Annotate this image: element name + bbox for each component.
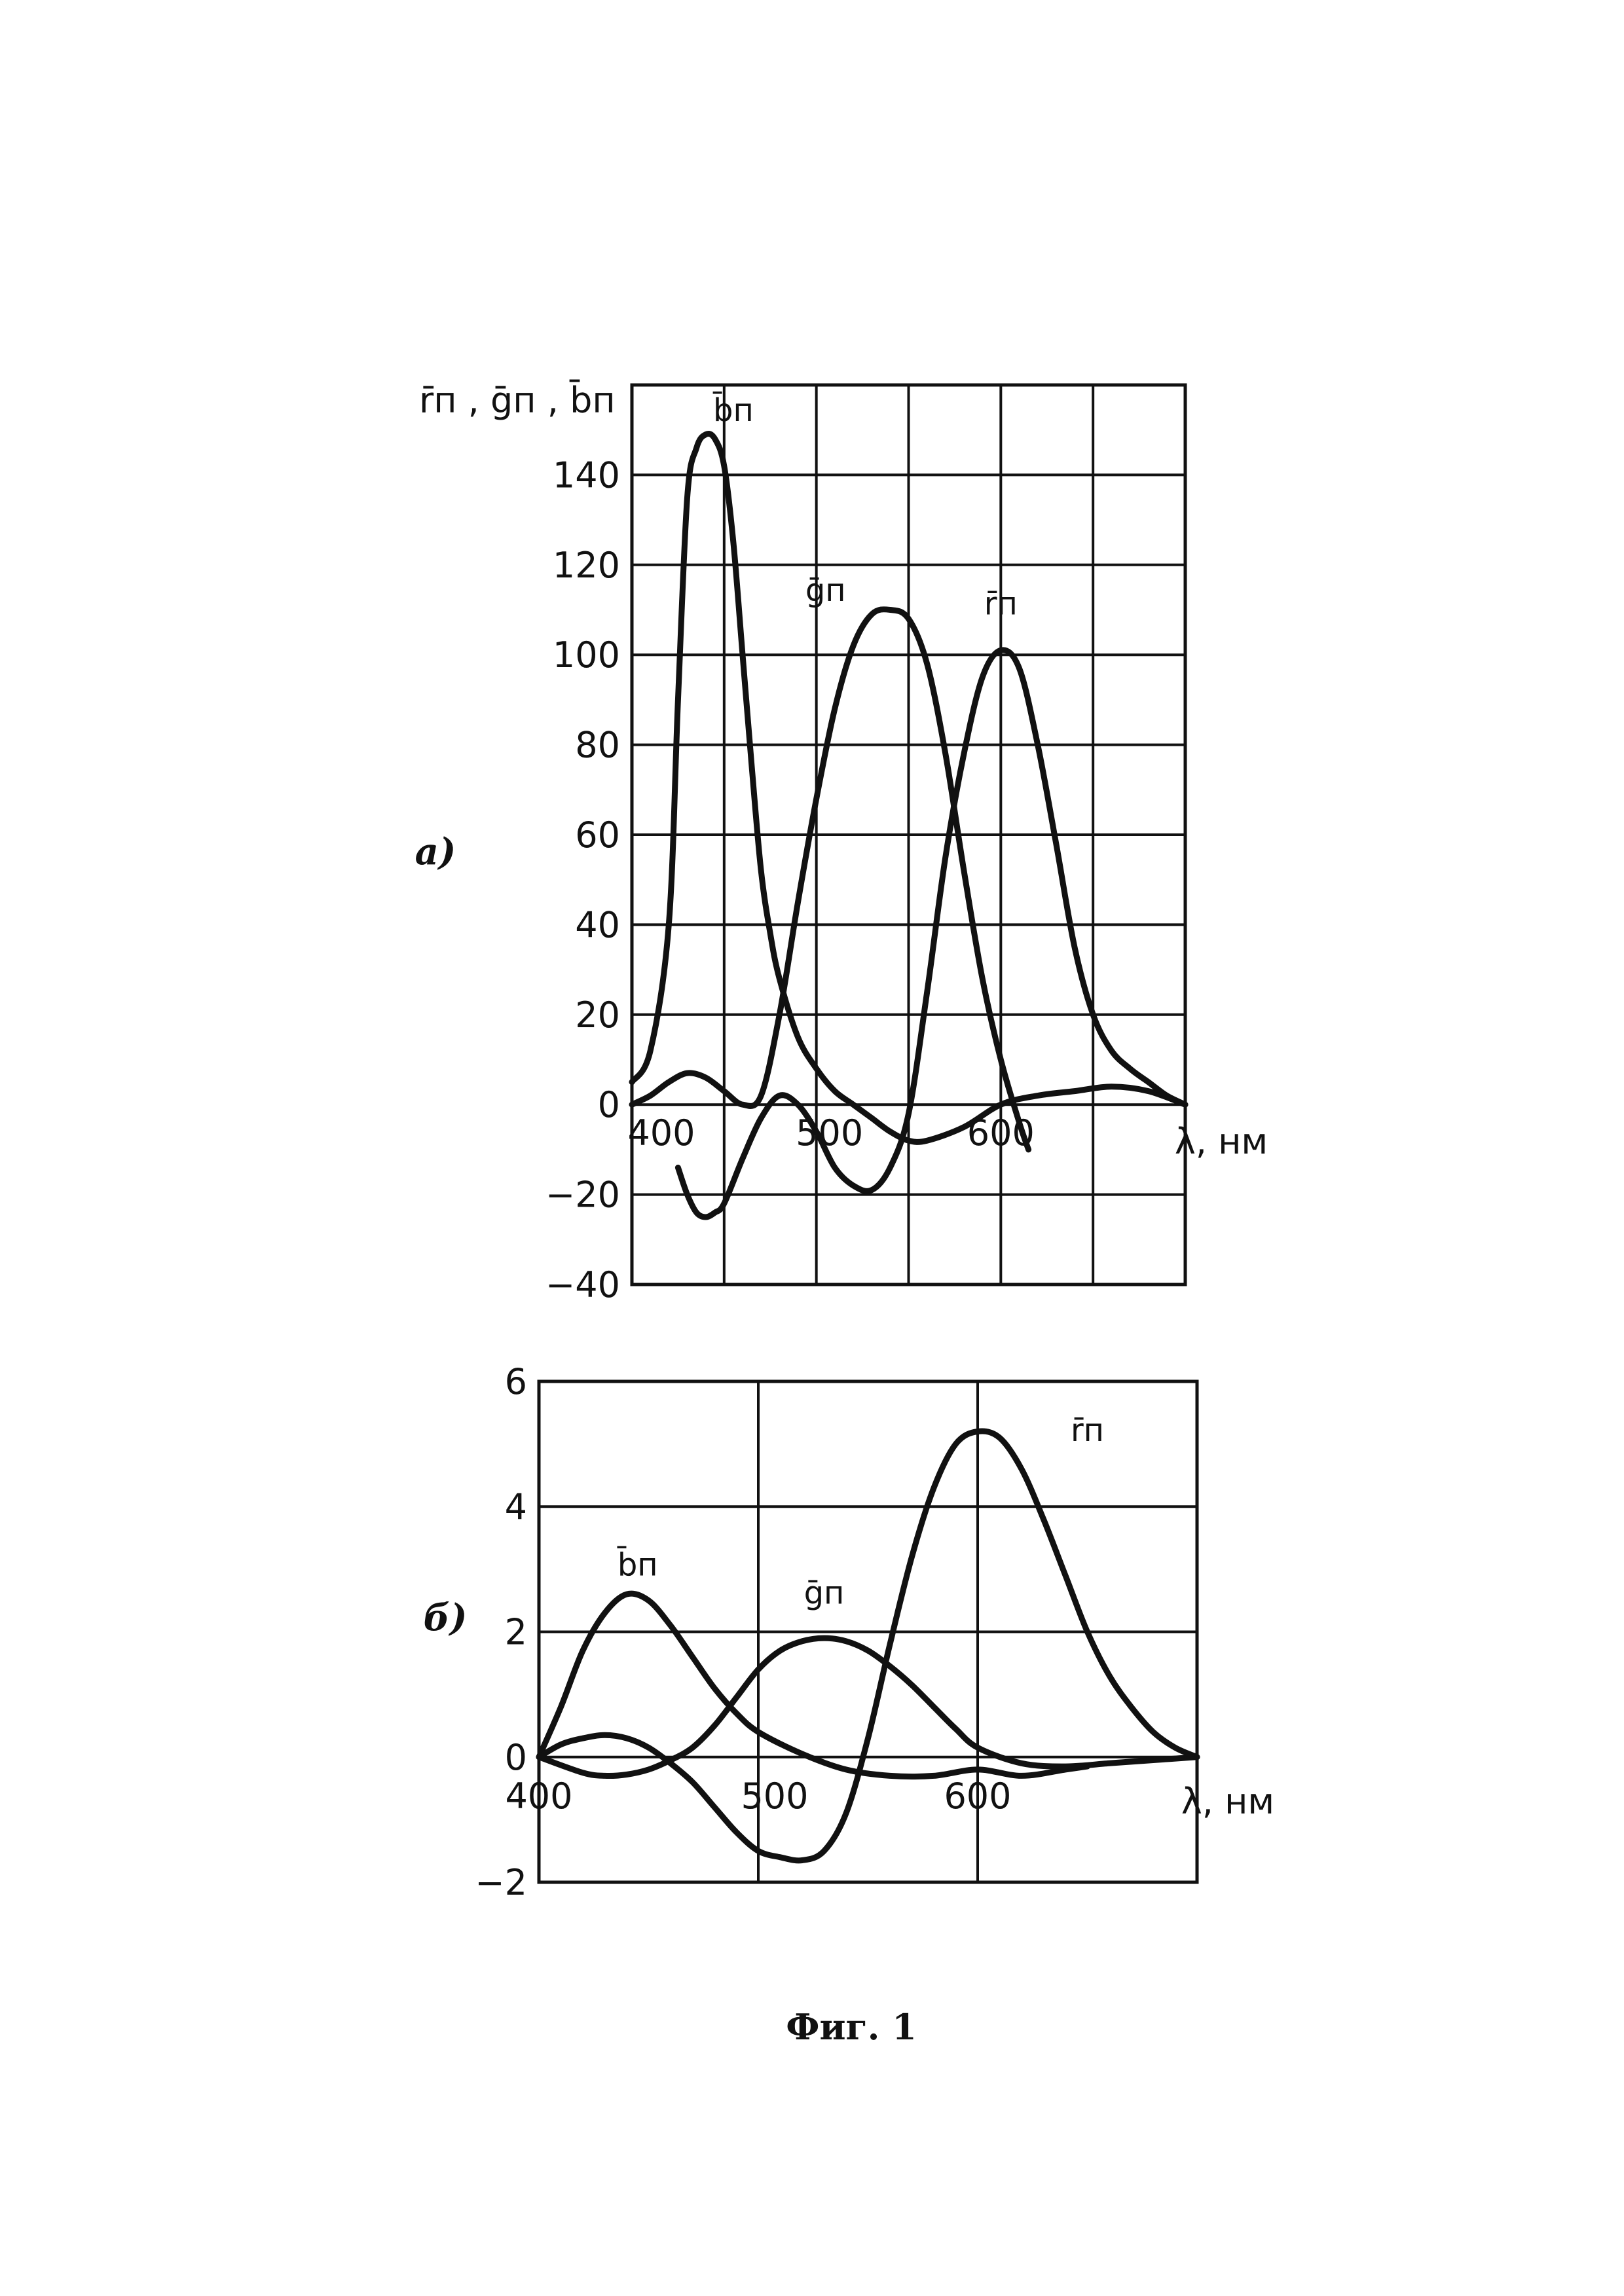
- y-tick-label: 4: [505, 1486, 527, 1527]
- y-tick-label: 80: [575, 725, 620, 766]
- panel-label: б): [424, 1596, 468, 1639]
- y-tick-label: 0: [505, 1737, 527, 1778]
- series-label: ḡп: [805, 572, 846, 609]
- figure-caption: Фиг. 1: [786, 2006, 917, 2048]
- x-tick-label: 400: [627, 1112, 695, 1154]
- y-tick-label: 6: [505, 1361, 527, 1402]
- series-line-3: [539, 1431, 1197, 1861]
- series-label: b̄п: [617, 1546, 657, 1584]
- series-line-2: [632, 610, 1029, 1150]
- series-line-3: [678, 650, 1185, 1217]
- series-label: r̄п: [1071, 1412, 1104, 1449]
- y-tick-label: −20: [545, 1175, 620, 1216]
- grid: [632, 385, 1185, 1285]
- y-tick-label: −2: [475, 1862, 527, 1903]
- x-tick-label: 600: [944, 1776, 1011, 1817]
- series-label: b̄п: [713, 392, 754, 429]
- y-tick-label: 60: [575, 814, 620, 856]
- y-tick-label: −40: [545, 1264, 620, 1305]
- x-tick-label: 400: [505, 1776, 572, 1817]
- chart-panel-a: −40−20020406080100120140400500600λ, нмr̄…: [415, 380, 1268, 1305]
- grid: [539, 1381, 1197, 1882]
- y-tick-label: 2: [505, 1612, 527, 1653]
- y-tick-label: 120: [553, 545, 620, 586]
- y-tick-label: 100: [553, 634, 620, 676]
- y-tick-label: 40: [575, 904, 620, 945]
- chart-panel-b: −2 0 2 4 6 400 500 600 λ, нм б) b̄п ḡп r̄п: [424, 1361, 1275, 1903]
- panel-label: а): [415, 830, 456, 873]
- y-tick-label: 20: [575, 994, 620, 1036]
- y-tick-label: 140: [553, 454, 620, 496]
- y-tick-label: 0: [598, 1084, 620, 1125]
- y-axis-label: r̄п , ḡп , b̄п: [419, 380, 616, 421]
- x-axis-label: λ, нм: [1175, 1121, 1268, 1162]
- x-axis-label: λ, нм: [1181, 1781, 1274, 1822]
- series-label: ḡп: [804, 1575, 845, 1611]
- series-line-1: [539, 1594, 1088, 1777]
- series-label: r̄п: [984, 585, 1018, 622]
- x-tick-label: 500: [741, 1776, 808, 1817]
